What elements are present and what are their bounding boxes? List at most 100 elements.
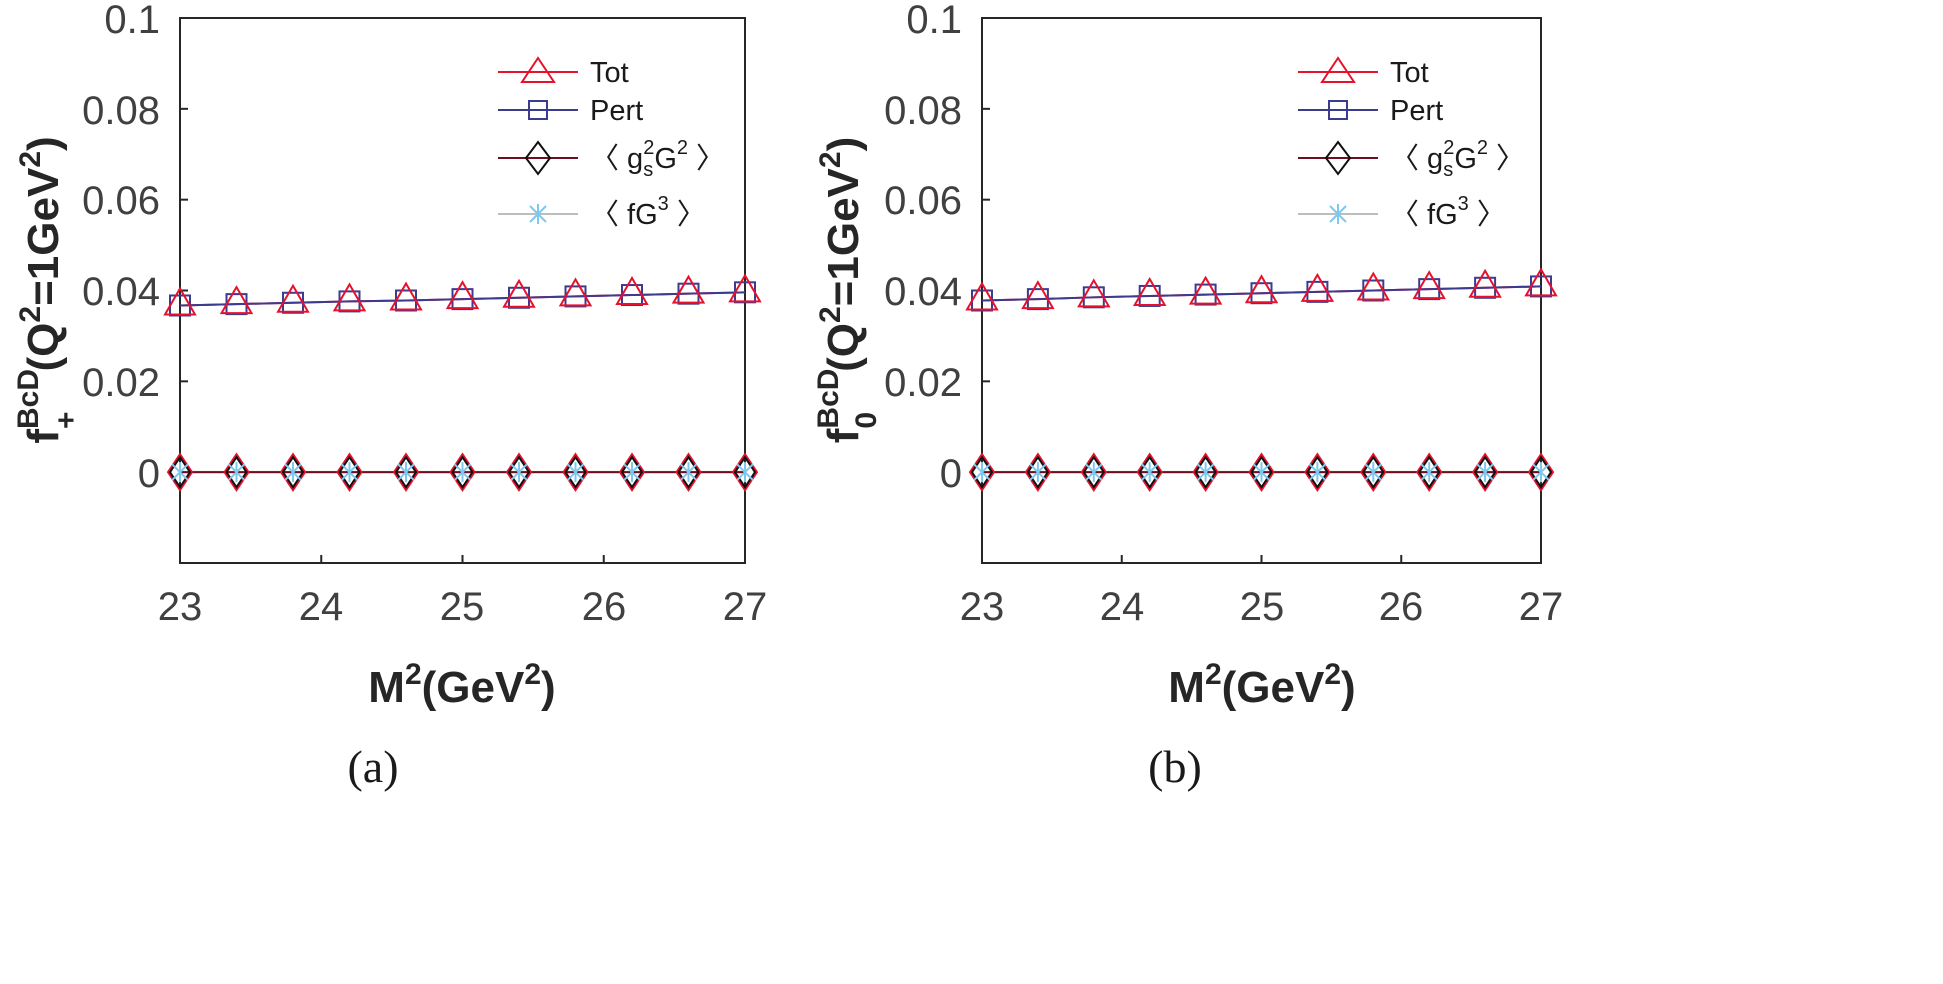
legend-label-pert: Pert <box>1390 95 1443 127</box>
cond-marker <box>620 455 644 489</box>
cond-marker <box>1417 455 1441 489</box>
gluon3-marker <box>1420 462 1438 483</box>
y-tick-label: 0 <box>940 452 962 496</box>
legend-star-marker <box>1329 204 1347 224</box>
cond-marker-outer <box>1304 452 1331 492</box>
x-axis-label: M2(GeV2) <box>368 658 555 712</box>
legend-label-tot: Tot <box>590 57 629 89</box>
cond-marker <box>1362 455 1385 489</box>
gluon3-marker <box>397 462 415 483</box>
gluon3-marker <box>1308 462 1327 483</box>
x-tick-label: 27 <box>723 585 768 629</box>
x-tick-label: 24 <box>299 585 344 629</box>
cond-marker <box>394 455 418 489</box>
tot-marker <box>163 286 197 316</box>
x-tick-label: 23 <box>158 585 203 629</box>
y-tick-label: 0 <box>138 452 160 496</box>
gluon3-marker <box>736 462 754 483</box>
tot-marker <box>389 281 423 311</box>
cond-marker <box>1138 455 1161 489</box>
tot-marker <box>332 282 367 312</box>
cond-marker <box>1250 455 1273 489</box>
legend-b: Tot Pert 〈 gs2G2 〉 〈 fG3 〉 <box>1298 56 1525 231</box>
cond-marker-outer <box>505 452 533 492</box>
gluon3-marker <box>453 462 472 483</box>
legend-label-pert: Pert <box>590 95 643 127</box>
cond-marker-outer <box>1136 452 1163 492</box>
cond-marker-outer <box>279 452 307 492</box>
gluon3-marker <box>1532 462 1550 483</box>
cond-marker-outer <box>1080 452 1108 492</box>
cond-marker <box>564 455 587 489</box>
x-axis-label: M2(GeV2) <box>1168 658 1355 712</box>
gluon3-marker <box>1476 462 1494 483</box>
legend-label-cond: 〈 gs2G2 〉 <box>590 137 725 181</box>
gluon3-marker <box>566 462 585 483</box>
y-tick-label: 0.1 <box>906 0 962 42</box>
series-layer-b <box>965 267 1558 492</box>
cond-marker-outer <box>1360 452 1387 492</box>
gluon3-marker <box>1029 462 1047 483</box>
panel-caption-b: (b) <box>1148 741 1202 792</box>
y-axis-label: fBcD 0(Q2=1GeV2) <box>812 137 883 444</box>
tot-marker <box>1468 268 1502 298</box>
cond-marker <box>1529 455 1553 489</box>
tot-marker <box>671 274 706 304</box>
series-layer-a <box>163 273 762 492</box>
x-tick-label: 24 <box>1100 585 1145 629</box>
cond-marker <box>225 455 248 489</box>
cond-marker <box>168 455 192 489</box>
gluon3-marker <box>171 462 189 483</box>
x-tick-label: 27 <box>1519 585 1564 629</box>
x-tick-label: 23 <box>960 585 1005 629</box>
cond-marker-outer <box>1471 452 1499 492</box>
legend-label-cond: 〈 gs2G2 〉 <box>1390 137 1525 181</box>
cond-marker <box>1082 455 1106 489</box>
cond-marker <box>338 455 361 489</box>
y-tick-label: 0.1 <box>104 0 160 42</box>
cond-marker-outer <box>618 452 646 492</box>
tot-marker <box>1412 270 1446 300</box>
cond-marker-outer <box>968 452 996 492</box>
tot-marker <box>1077 278 1111 308</box>
panel-a: 0.1 0.08 0.06 0.04 0.02 0 23 24 25 26 27… <box>12 0 767 792</box>
gluon3-marker <box>623 462 641 483</box>
tot-marker <box>1132 276 1167 306</box>
cond-marker-outer <box>1415 452 1443 492</box>
x-tick-label: 25 <box>440 585 485 629</box>
tot-marker <box>615 276 649 306</box>
tot-marker <box>445 280 480 310</box>
tot-marker <box>558 277 593 307</box>
y-tick-label: 0.02 <box>82 361 160 405</box>
legend-label-gluon3: 〈 fG3 〉 <box>1390 193 1506 231</box>
cond-marker <box>507 455 531 489</box>
legend-square-marker <box>1328 100 1348 120</box>
cond-marker-outer <box>1527 452 1555 492</box>
tot-marker <box>1524 267 1558 297</box>
tot-marker <box>965 281 999 311</box>
tot-marker <box>1356 271 1391 301</box>
x-tick-label: 26 <box>1379 585 1424 629</box>
legend-a: Tot Pert 〈 gs2G2 〉 〈 fG3 〉 <box>498 56 725 231</box>
tot-marker <box>502 278 536 308</box>
series-line-pert <box>179 291 746 307</box>
tot-marker <box>1300 272 1335 302</box>
x-tick-label: 26 <box>582 585 627 629</box>
panel-caption-a: (a) <box>347 741 398 792</box>
cond-marker <box>1026 455 1050 489</box>
legend-star-marker <box>529 204 547 224</box>
gluon3-marker <box>510 462 528 483</box>
tot-marker <box>1021 280 1055 310</box>
cond-marker-outer <box>1248 452 1275 492</box>
gluon3-marker <box>227 462 246 483</box>
gluon3-marker <box>1085 462 1103 483</box>
tot-marker <box>728 273 762 303</box>
cond-marker-outer <box>166 452 194 492</box>
gluon3-marker <box>679 462 698 483</box>
cond-marker-outer <box>449 452 476 492</box>
cond-marker-outer <box>336 452 363 492</box>
cond-marker-outer <box>675 452 702 492</box>
gluon3-marker <box>1140 462 1159 483</box>
legend-triangle-marker <box>520 56 556 83</box>
